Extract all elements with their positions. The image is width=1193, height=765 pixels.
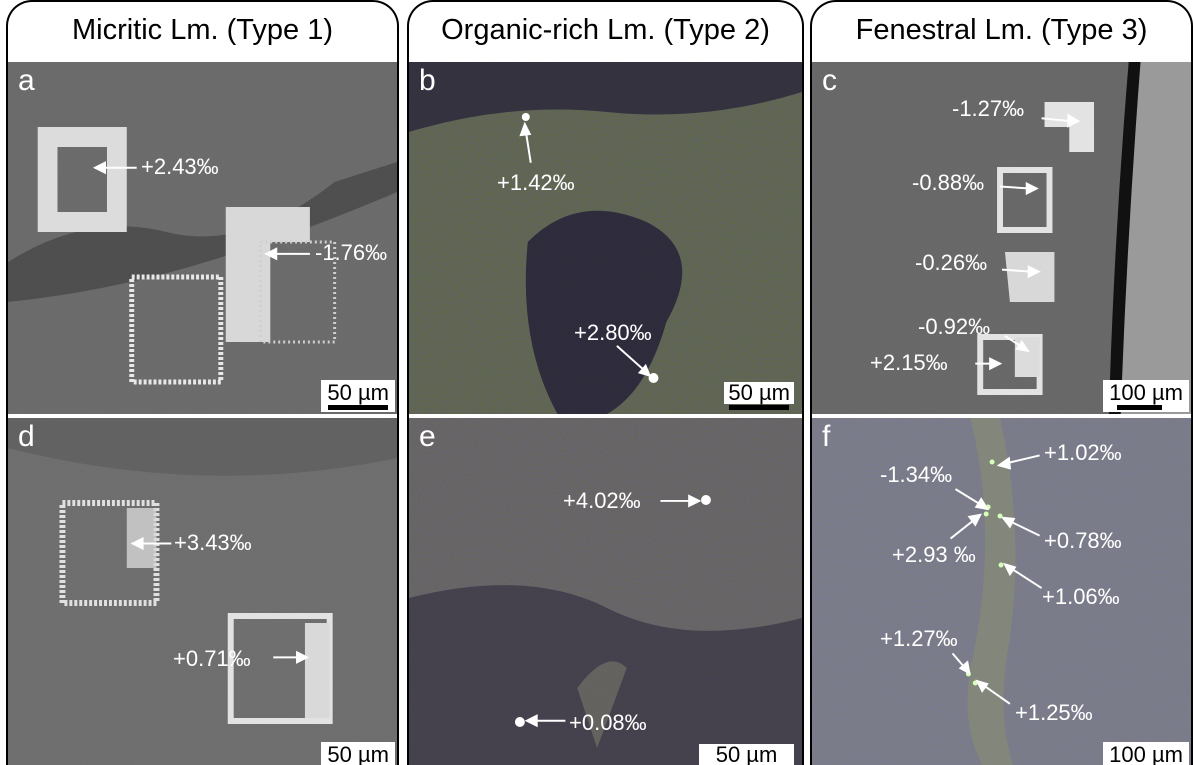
panel-c: c -1.27‰ -0.88‰ -0.26‰ -0.92‰ +2.15‰ 100… <box>812 62 1191 414</box>
scale-bar: 50 µm <box>718 380 800 412</box>
optical-image-b <box>409 62 802 414</box>
isotope-label: -0.88‰ <box>912 170 985 195</box>
column-fenestral: Fenestral Lm. (Type 3) c -1.27‰ -0.88‰ <box>810 0 1193 765</box>
scale-label: 50 µm <box>699 744 794 765</box>
scale-label: 50 µm <box>327 742 389 765</box>
panel-letter: b <box>419 64 436 97</box>
panel-f: f +1.02‰ -1.34‰ +0.78‰ +2.93 ‰ +1.06‰ +1… <box>812 418 1191 765</box>
isotope-label: -1.34‰ <box>880 462 953 487</box>
scale-label: 50 µm <box>327 380 389 405</box>
isotope-label: +1.06‰ <box>1042 584 1120 609</box>
column-title: Micritic Lm. (Type 1) <box>71 13 334 46</box>
isotope-label: +0.71‰ <box>173 646 251 671</box>
optical-image-f <box>812 418 1191 765</box>
panel-letter: d <box>18 420 35 453</box>
column-title: Fenestral Lm. (Type 3) <box>855 13 1148 46</box>
scale-label: 50 µm <box>724 382 794 404</box>
column-organic-rich: Organic-rich Lm. (Type 2) b +1.42‰ +2.80… <box>407 0 804 765</box>
scale-line <box>729 405 790 410</box>
scale-bar: 100 µm <box>1103 742 1189 765</box>
panel-letter: a <box>18 64 35 97</box>
scale-label: 100 µm <box>1109 742 1183 765</box>
isotope-label: +2.15‰ <box>870 350 948 375</box>
scale-bar: 100 µm <box>1103 380 1189 412</box>
isotope-label: +1.02‰ <box>1044 440 1122 465</box>
panel-letter: f <box>822 420 831 453</box>
scale-bar: 50 µm <box>321 380 395 412</box>
optical-image-e <box>409 418 802 765</box>
isotope-label: -0.26‰ <box>915 250 988 275</box>
isotope-label: +1.42‰ <box>497 170 575 195</box>
isotope-label: +2.93 ‰ <box>892 542 976 567</box>
panel-e: e +4.02‰ +0.08‰ 50 µm <box>409 418 802 765</box>
scale-line <box>328 405 389 410</box>
scale-bar: 50 µm <box>693 742 800 765</box>
isotope-label: +1.25‰ <box>1015 700 1093 725</box>
scale-bar: 50 µm <box>321 742 395 765</box>
column-title: Organic-rich Lm. (Type 2) <box>441 13 770 46</box>
scale-line <box>1117 405 1163 410</box>
panel-letter: c <box>822 64 837 97</box>
sem-image-a <box>8 62 397 414</box>
isotope-label: +4.02‰ <box>563 488 641 513</box>
sem-image-c <box>812 62 1191 414</box>
scale-label: 100 µm <box>1109 380 1183 405</box>
column-micritic: Micritic Lm. (Type 1) a +2.43‰ -1.76‰ 50… <box>6 0 399 765</box>
isotope-label: -0.92‰ <box>918 314 991 339</box>
panel-letter: e <box>419 420 436 453</box>
isotope-label: +0.08‰ <box>569 710 647 735</box>
sem-image-d <box>8 418 397 765</box>
panel-b: b +1.42‰ +2.80‰ 50 µm <box>409 62 802 414</box>
panel-d: d +3.43‰ +0.71‰ 50 µm <box>8 418 397 765</box>
isotope-label: +3.43‰ <box>174 530 252 555</box>
isotope-label: -1.27‰ <box>952 96 1025 121</box>
isotope-label: +1.27‰ <box>880 626 958 651</box>
isotope-label: +2.80‰ <box>574 320 652 345</box>
isotope-label: +0.78‰ <box>1044 528 1122 553</box>
isotope-label: -1.76‰ <box>315 240 388 265</box>
panel-a: a +2.43‰ -1.76‰ 50 µm <box>8 62 397 414</box>
isotope-label: +2.43‰ <box>141 154 219 179</box>
